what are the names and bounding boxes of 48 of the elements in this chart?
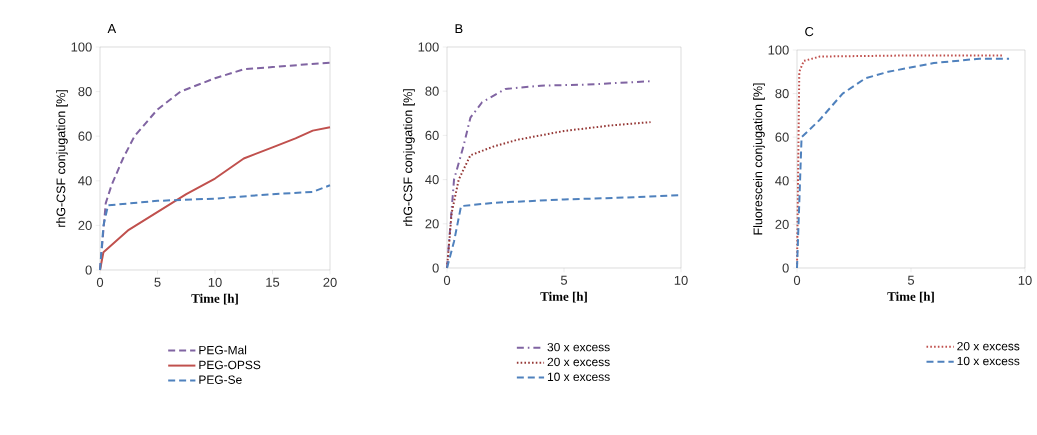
y-tick-label: 20 (78, 220, 92, 230)
y-tick-label: 60 (425, 130, 439, 140)
y-axis-title: rhG-CSF conjugation [%] (56, 90, 68, 227)
y-tick-label: 20 (775, 219, 789, 229)
y-tick-label: 80 (425, 86, 439, 96)
x-tick-label: 0 (443, 275, 451, 285)
x-tick-label: 0 (96, 277, 104, 287)
y-tick-label: 100 (418, 42, 439, 52)
y-tick-label: 100 (768, 45, 789, 55)
x-tick-label: 5 (154, 277, 161, 287)
y-tick-label: 80 (775, 89, 789, 99)
y-tick-label: 0 (85, 265, 92, 275)
y-tick-label: 80 (78, 87, 92, 97)
x-tick-label: 10 (208, 277, 222, 287)
legend-label: 30 x excess (547, 342, 610, 352)
line-series (446, 80, 652, 269)
x-axis-title: Time [h] (540, 291, 587, 303)
y-tick-label: 40 (78, 176, 92, 186)
y-axis-title: rhG-CSF conjugation [%] (403, 89, 415, 226)
legend-label: 10 x excess (547, 372, 610, 381)
x-axis-title: Time [h] (887, 291, 934, 303)
x-tick-label: 5 (907, 275, 915, 285)
chart-title: B (455, 24, 463, 34)
y-tick-label: 100 (71, 42, 92, 52)
legend-label: PEG-OPSS (199, 360, 261, 370)
x-tick-label: 10 (1018, 275, 1032, 285)
legend-label: 10 x excess (957, 356, 1020, 366)
y-tick-label: 40 (775, 176, 789, 186)
x-tick-label: 5 (560, 275, 568, 285)
y-tick-label: 60 (775, 132, 789, 142)
x-axis-title: Time [h] (191, 293, 238, 305)
x-tick-label: 10 (674, 275, 688, 285)
x-tick-label: 20 (323, 277, 337, 287)
y-axis-title: Fluorescein conjugation [%] (753, 83, 765, 235)
legend-label: PEG-Se (199, 375, 242, 384)
y-tick-label: 60 (78, 131, 92, 141)
line-series (99, 184, 332, 271)
x-tick-label: 0 (793, 275, 801, 285)
y-tick-label: 20 (425, 219, 439, 229)
legend-label: PEG-Mal (199, 345, 247, 355)
y-tick-label: 0 (432, 263, 439, 273)
y-tick-label: 0 (782, 263, 789, 273)
x-tick-label: 15 (266, 277, 280, 287)
chart-title: C (805, 26, 814, 37)
y-tick-label: 40 (425, 175, 439, 185)
legend-label: 20 x excess (957, 341, 1020, 351)
legend-label: 20 x excess (547, 357, 610, 367)
chart-title: A (107, 24, 117, 34)
